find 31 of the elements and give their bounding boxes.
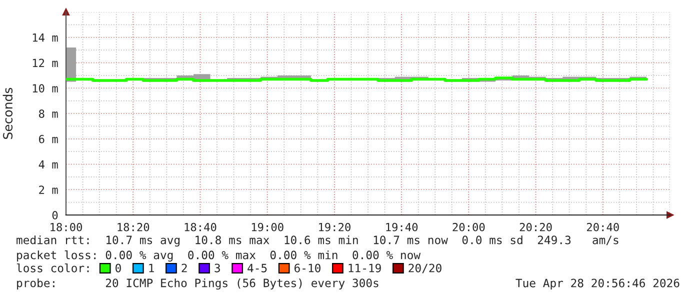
text: probe: 20 ICMP Echo Pings (56 Bytes) every 300s — [17, 278, 378, 290]
x-tick-label: 20:40 — [586, 222, 619, 232]
legend-label: 3 — [214, 264, 220, 272]
legend-label: 6-10 — [294, 264, 320, 272]
x-tick-label: 20:20 — [520, 222, 552, 232]
x-tick-label: 18:20 — [118, 222, 150, 232]
x-tick-label: 19:40 — [386, 222, 418, 232]
y-tick-label: 2 m — [39, 186, 58, 194]
y-axis-title: Seconds — [2, 88, 13, 139]
legend-title: loss color: — [16, 263, 89, 272]
x-tick-label: 19:20 — [319, 222, 350, 232]
y-tick-label: 4 m — [38, 160, 58, 168]
text: Tue Apr 28 20:56:46 2026 — [516, 278, 680, 290]
legend-label: 1 — [149, 264, 154, 272]
y-tick-label: 14 m — [32, 34, 58, 42]
x-tick-label: 18:40 — [184, 222, 216, 232]
legend-label: 20/20 — [408, 264, 442, 274]
legend-label: 11-19 — [348, 264, 381, 272]
x-tick-label: 20:00 — [452, 222, 485, 232]
legend-label: 0 — [116, 264, 121, 272]
text: packet loss: 0.00 % avg 0.00 % max 0.00 % min 0.00 % now — [17, 250, 421, 262]
legend-label: 4-5 — [248, 264, 267, 272]
y-tick-label: 10 m — [32, 84, 58, 93]
y-tick-label: 8 m — [39, 110, 58, 118]
text: median rtt: 10.7 ms avg 10.8 ms max 10.6 ms min 10.7 ms now 0.0 ms sd 249.3 am/s — [16, 235, 618, 247]
y-tick-label: 12 m — [32, 58, 58, 67]
x-tick-label: 18:00 — [50, 222, 82, 232]
y-tick-label: 0 — [52, 211, 58, 220]
legend-label: 2 — [182, 264, 187, 272]
y-tick-label: 6 m — [39, 134, 58, 144]
x-tick-label: 19:00 — [252, 222, 284, 232]
